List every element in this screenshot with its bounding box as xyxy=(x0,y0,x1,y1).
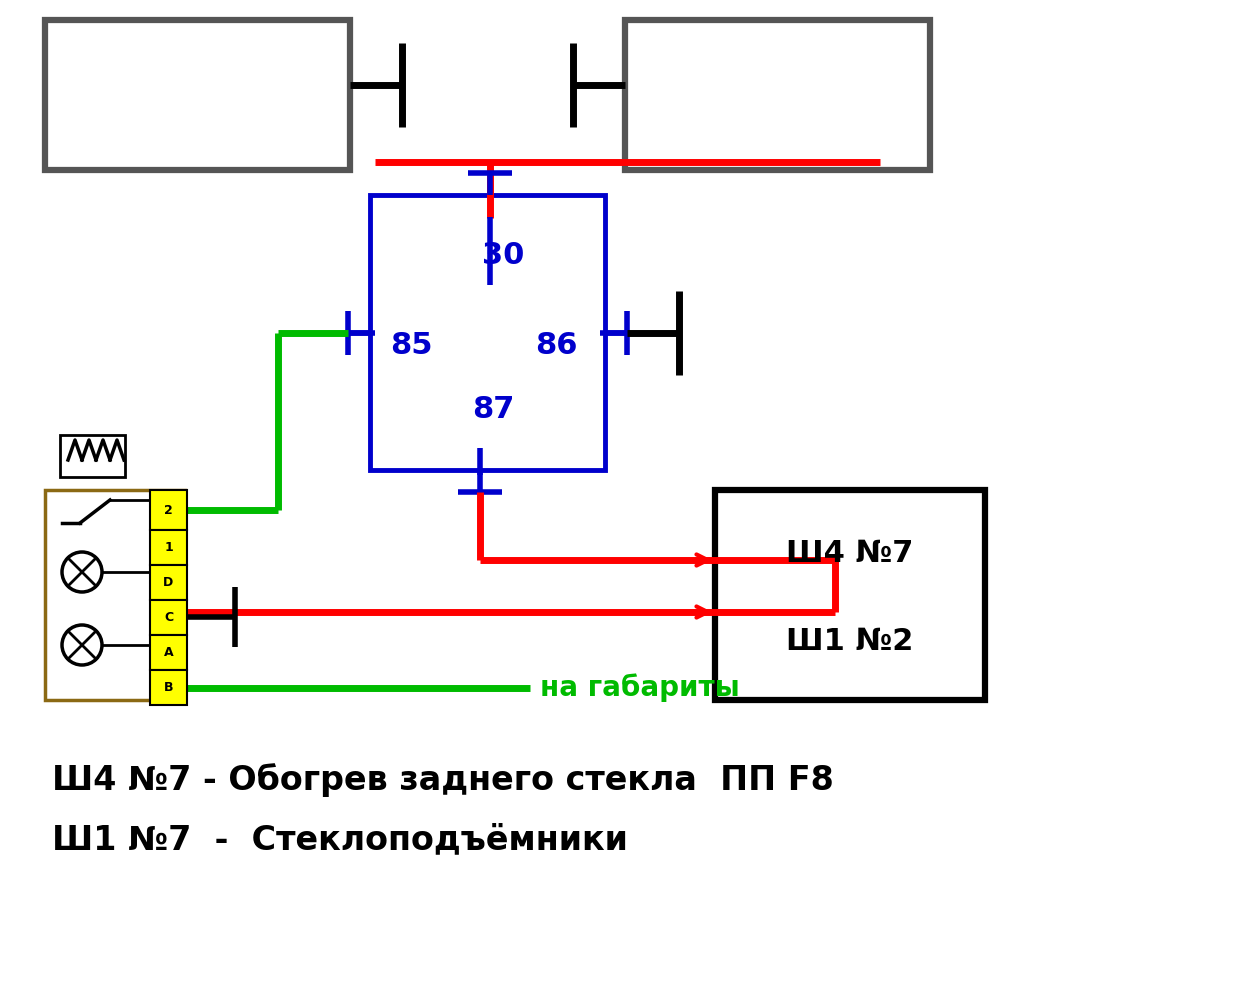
Text: Ш4 №7: Ш4 №7 xyxy=(786,539,914,567)
Text: Ш4 №7 - Обогрев заднего стекла  ПП F8: Ш4 №7 - Обогрев заднего стекла ПП F8 xyxy=(52,763,833,797)
Text: 86: 86 xyxy=(534,331,578,359)
Text: C: C xyxy=(164,611,174,624)
Bar xyxy=(45,490,185,700)
Text: 85: 85 xyxy=(391,331,433,359)
Text: 1: 1 xyxy=(164,541,172,554)
Bar xyxy=(370,195,605,470)
Bar xyxy=(150,635,187,670)
Text: 30: 30 xyxy=(482,240,525,270)
Bar xyxy=(150,490,187,530)
Bar xyxy=(150,670,187,705)
Text: 2: 2 xyxy=(164,503,172,517)
Text: на габариты: на габариты xyxy=(539,674,740,702)
Bar xyxy=(45,20,350,170)
Bar xyxy=(150,600,187,635)
Bar xyxy=(150,530,187,565)
Bar xyxy=(150,565,187,600)
Bar xyxy=(60,435,125,477)
Text: D: D xyxy=(164,576,174,589)
Text: B: B xyxy=(164,681,174,694)
Bar xyxy=(625,20,930,170)
Text: Ш1 №7  -  Стеклоподъёмники: Ш1 №7 - Стеклоподъёмники xyxy=(52,823,627,856)
Bar xyxy=(715,490,985,700)
Text: Ш1 №2: Ш1 №2 xyxy=(786,627,914,655)
Text: A: A xyxy=(164,646,174,659)
Text: 87: 87 xyxy=(472,395,515,425)
